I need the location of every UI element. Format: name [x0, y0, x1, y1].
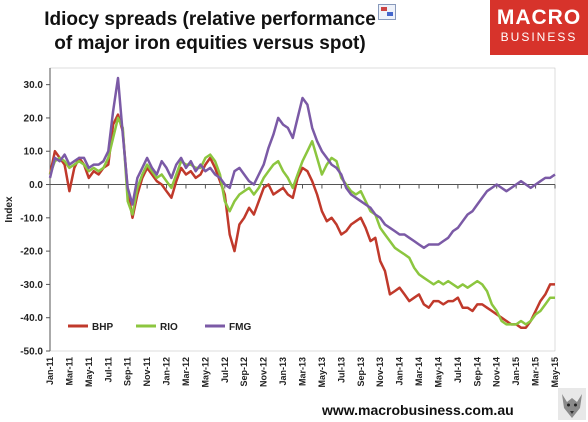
series-line-fmg	[48, 76, 556, 250]
macrobusiness-logo: MACRO BUSINESS	[490, 0, 588, 55]
x-tick-label: Sep-12	[239, 357, 249, 387]
y-tick-label: 10.0	[24, 147, 44, 158]
x-tick-label: Mar-11	[64, 357, 74, 386]
x-tick-label: May-11	[84, 357, 94, 387]
chart-series	[48, 76, 556, 329]
x-tick-label: Sep-13	[356, 357, 366, 387]
chart-options-icon[interactable]	[378, 4, 396, 20]
chart-title: Idiocy spreads (relative performance of …	[0, 8, 420, 56]
title-line-2: of major iron equities versus spot)	[54, 33, 366, 54]
y-tick-label: -40.0	[20, 313, 43, 324]
y-tick-label: 20.0	[24, 113, 44, 124]
y-tick-label: -20.0	[20, 247, 43, 258]
x-tick-label: Jan-11	[45, 357, 55, 385]
x-tick-label: Nov-14	[492, 357, 502, 387]
x-tick-label: Nov-13	[375, 357, 385, 387]
chart-legend: BHP RIO FMG	[68, 322, 251, 333]
legend-label-bhp: BHP	[92, 322, 113, 333]
series-line-bhp	[48, 113, 555, 329]
x-tick-label: May-14	[433, 357, 443, 388]
x-tick-label: Sep-14	[472, 357, 482, 387]
x-tick-label: May-13	[317, 357, 327, 388]
y-tick-label: -30.0	[20, 280, 43, 291]
plot-area	[49, 67, 556, 352]
x-tick-label: Mar-12	[181, 357, 191, 386]
footer-url[interactable]: www.macrobusiness.com.au	[322, 402, 514, 418]
x-tick-label: Sep-11	[123, 357, 133, 386]
x-tick-label: May-12	[200, 357, 210, 388]
line-chart: 30.0 20.0 10.0 0.0 -10.0 -20.0 -30.0 -40.0 -50.0…	[4, 67, 560, 388]
legend-label-rio: RIO	[160, 322, 178, 333]
logo-line-2: BUSINESS	[500, 30, 578, 44]
x-tick-label: Jul-14	[453, 357, 463, 383]
x-tick-label: Jan-15	[511, 357, 521, 386]
x-tick-label: Mar-15	[531, 357, 541, 386]
logo-line-1: MACRO	[496, 6, 582, 29]
x-tick-label: Nov-12	[259, 357, 269, 387]
legend-label-fmg: FMG	[229, 322, 251, 333]
x-tick-label: Jan-13	[278, 357, 288, 386]
x-tick-label: Jan-14	[395, 357, 405, 386]
y-tick-label: 30.0	[24, 80, 44, 91]
series-line-rio	[48, 116, 555, 326]
x-tick-label: Mar-13	[298, 357, 308, 386]
y-tick-label: -50.0	[20, 347, 43, 358]
chart-axes: 30.0 20.0 10.0 0.0 -10.0 -20.0 -30.0 -40.0 -50.0…	[4, 67, 560, 388]
y-axis-label: Index	[4, 196, 15, 223]
title-line-1: Idiocy spreads (relative performance	[44, 9, 376, 30]
x-tick-label: Nov-11	[142, 357, 152, 387]
x-tick-label: May-15	[550, 357, 560, 388]
y-tick-label: 0.0	[29, 180, 43, 191]
x-tick-label: Jul-12	[220, 357, 230, 383]
wolf-mascot-icon	[558, 388, 586, 420]
y-tick-label: -10.0	[20, 213, 43, 224]
x-tick-label: Jul-11	[103, 357, 113, 383]
x-tick-label: Jan-12	[162, 357, 172, 386]
x-tick-label: Mar-14	[414, 357, 424, 386]
x-tick-label: Jul-13	[336, 357, 346, 383]
